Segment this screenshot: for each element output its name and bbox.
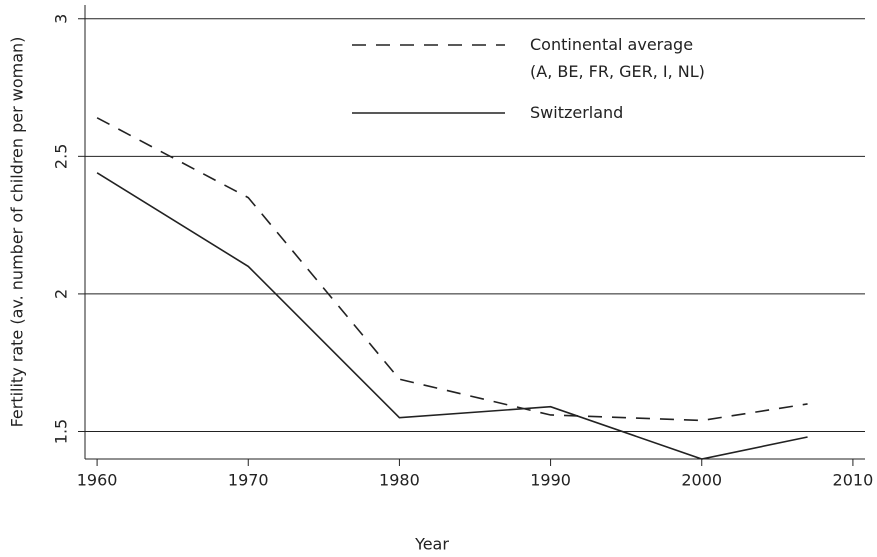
series-line bbox=[96, 117, 808, 422]
y-tick-label: 2.5 bbox=[52, 144, 71, 169]
x-tick-label: 1990 bbox=[530, 471, 571, 490]
x-tick-label: 1980 bbox=[379, 471, 420, 490]
x-tick-label: 2000 bbox=[681, 471, 722, 490]
legend-label: Continental average (A, BE, FR, GER, I, … bbox=[530, 35, 705, 81]
x-tick-label: 1970 bbox=[228, 471, 269, 490]
series-line bbox=[96, 172, 808, 460]
y-tick-label: 3 bbox=[52, 14, 71, 24]
x-tick-label: 1960 bbox=[77, 471, 118, 490]
y-tick-label: 1.5 bbox=[52, 419, 71, 444]
legend-label: Switzerland bbox=[530, 103, 624, 122]
y-axis-label: Fertility rate (av. number of children p… bbox=[8, 37, 27, 428]
x-axis-label: Year bbox=[414, 535, 449, 554]
x-tick-label: 2010 bbox=[833, 471, 874, 490]
y-tick-label: 2 bbox=[52, 289, 71, 299]
